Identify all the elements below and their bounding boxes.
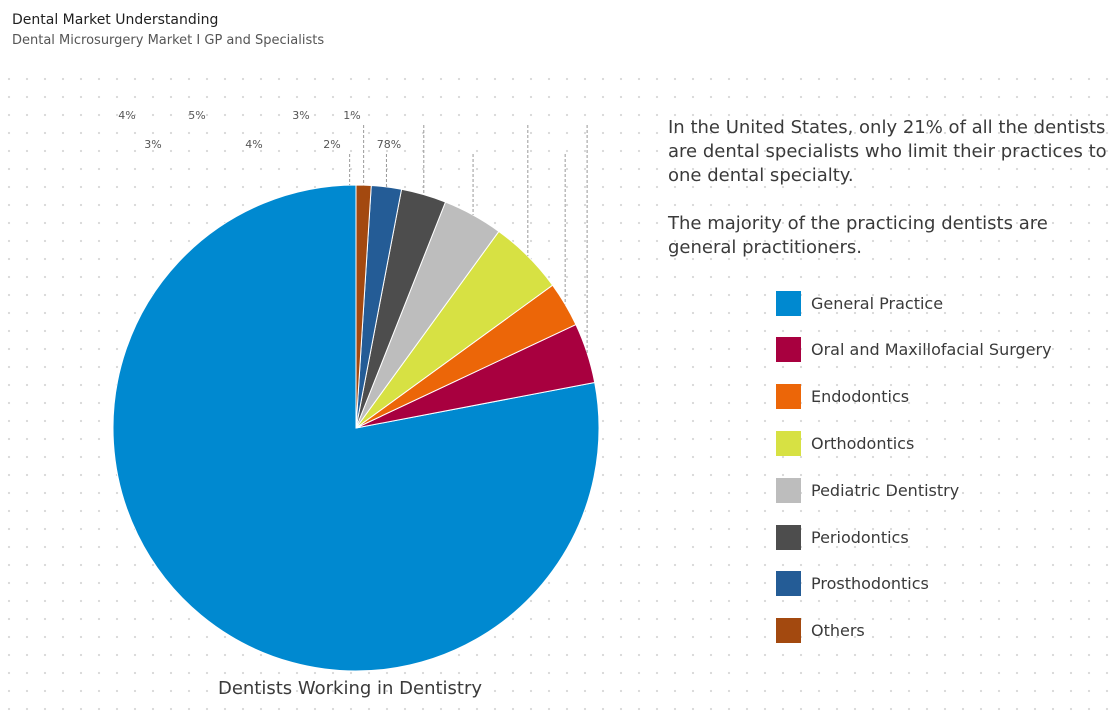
legend-label: Pediatric Dentistry xyxy=(811,480,960,500)
slice-value-label: 2% xyxy=(323,138,340,151)
legend-label: General Practice xyxy=(811,293,944,313)
legend-item: Orthodontics xyxy=(776,430,914,456)
header-band xyxy=(0,0,1110,70)
page-title: Dental Market Understanding xyxy=(12,12,219,28)
slice-value-label: 1% xyxy=(343,109,360,122)
legend-swatch xyxy=(776,384,801,410)
slice-value-label: 4% xyxy=(118,109,135,122)
legend-swatch xyxy=(776,477,801,503)
chart-title: Dentists Working in Dentistry xyxy=(217,678,483,699)
legend-swatch xyxy=(776,524,801,550)
legend-item: Prosthodontics xyxy=(776,571,929,597)
legend-label: Others xyxy=(811,621,865,641)
legend-swatch xyxy=(776,337,801,363)
legend-label: Oral and Maxillofacial Surgery xyxy=(811,340,1052,360)
legend-label: Orthodontics xyxy=(811,433,915,453)
legend-item: Oral and Maxillofacial Surgery xyxy=(776,337,1052,363)
legend-item: Pediatric Dentistry xyxy=(776,477,959,503)
slice-value-label: 3% xyxy=(144,138,161,151)
legend-item: General Practice xyxy=(776,290,943,316)
info-paragraph-majority: The majority of the practicing dentists … xyxy=(668,213,1048,258)
legend-item: Others xyxy=(776,618,865,644)
legend-swatch xyxy=(776,290,801,316)
slice-value-label: 5% xyxy=(188,109,205,122)
slice-value-label: 4% xyxy=(245,138,262,151)
slice-value-label: 3% xyxy=(292,109,309,122)
legend-label: Prosthodontics xyxy=(811,574,929,594)
legend-item: Periodontics xyxy=(776,524,909,550)
slice-value-label: 78% xyxy=(377,138,401,151)
legend-swatch xyxy=(776,430,801,456)
info-paragraph-specialists: In the United States, only 21% of all th… xyxy=(668,117,1107,186)
page-subtitle: Dental Microsurgery Market I GP and Spec… xyxy=(12,33,325,48)
legend-swatch xyxy=(776,571,801,597)
legend-swatch xyxy=(776,618,801,644)
pie-chart: 78% 4% 3% 5% 4% 3% 2% 1% xyxy=(112,109,600,672)
legend-label: Periodontics xyxy=(811,527,909,547)
legend-label: Endodontics xyxy=(811,387,910,407)
legend-item: Endodontics xyxy=(776,384,909,410)
pie-slice-others xyxy=(355,184,372,429)
